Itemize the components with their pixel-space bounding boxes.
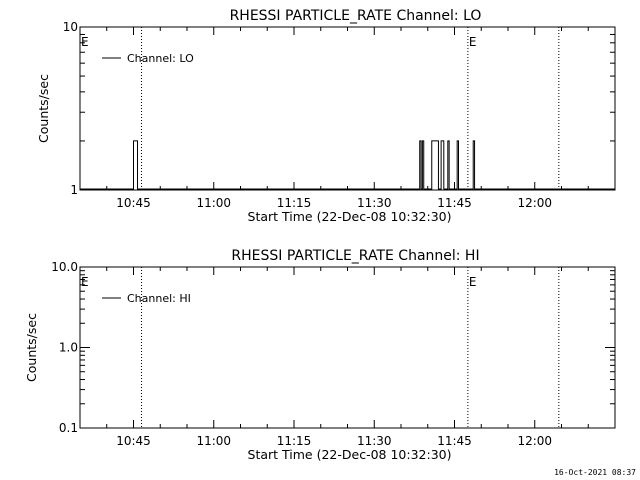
chart-title: RHESSI PARTICLE_RATE Channel: LO xyxy=(230,8,482,24)
x-tick-label: 10:45 xyxy=(116,434,151,448)
x-axis-label: Start Time (22-Dec-08 10:32:30) xyxy=(248,209,452,224)
x-tick-label: 11:45 xyxy=(437,434,472,448)
y-tick-label: 1 xyxy=(70,183,78,197)
time-marker-label: E xyxy=(469,275,477,289)
chart-2: RHESSI PARTICLE_RATE Channel: HI 10:45 11:… xyxy=(24,248,616,462)
x-tick-label: 10:45 xyxy=(116,196,151,210)
x-tick-label: 11:00 xyxy=(196,196,231,210)
x-axis-label: Start Time (22-Dec-08 10:32:30) xyxy=(248,447,452,462)
x-tick-label: 12:00 xyxy=(517,434,552,448)
x-tick-label: 11:00 xyxy=(196,434,231,448)
series-line xyxy=(80,140,615,190)
footer-timestamp: 16-Oct-2021 08:37 xyxy=(554,468,636,477)
x-tick-label: 12:00 xyxy=(517,196,552,210)
data-pulse xyxy=(432,141,439,189)
chart-1: RHESSI PARTICLE_RATE Channel: LO 10:45 11:… xyxy=(36,8,616,224)
x-tick-label: 11:30 xyxy=(357,434,392,448)
y-axis-label: Counts/sec xyxy=(36,74,51,143)
y-tick-label: 0.1 xyxy=(59,421,78,435)
x-tick-label: 11:45 xyxy=(437,196,472,210)
time-marker-label: E xyxy=(469,35,477,49)
legend-label: Channel: LO xyxy=(127,52,194,65)
x-tick-label: 11:15 xyxy=(277,434,312,448)
x-tick-label: 11:30 xyxy=(357,196,392,210)
edge-marker-label: E xyxy=(81,35,89,49)
chart-title: RHESSI PARTICLE_RATE Channel: HI xyxy=(231,248,479,264)
edge-marker-label: E xyxy=(81,275,89,289)
y-axis-label: Counts/sec xyxy=(24,313,39,382)
data-pulse xyxy=(134,141,138,189)
legend-label: Channel: HI xyxy=(127,292,191,305)
x-tick-label: 11:15 xyxy=(277,196,312,210)
y-tick-label: 10 xyxy=(63,20,78,34)
y-tick-label: 1.0 xyxy=(59,341,78,355)
y-tick-label: 10.0 xyxy=(51,260,78,274)
